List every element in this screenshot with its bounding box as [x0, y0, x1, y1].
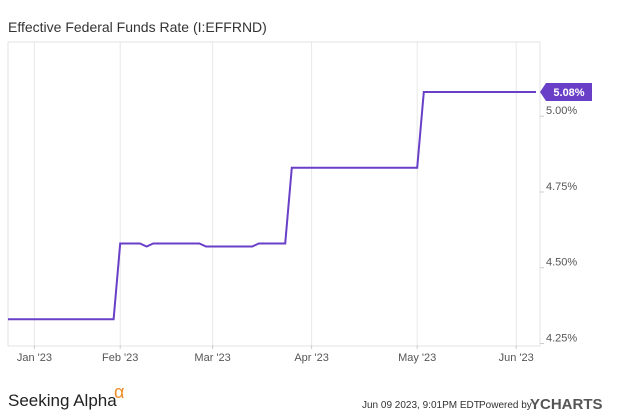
y-tick-label: 4.75% — [546, 181, 577, 193]
timestamp: Jun 09 2023, 9:01PM EDT. — [362, 400, 482, 411]
y-tick-label: 5.00% — [546, 105, 577, 117]
x-tick-label: Mar '23 — [194, 352, 230, 364]
chart-title: Effective Federal Funds Rate (I:EFFRND) — [8, 19, 267, 35]
value-label-box — [540, 82, 592, 101]
x-tick-label: May '23 — [398, 352, 436, 364]
x-tick-label: Apr '23 — [294, 352, 329, 364]
y-tick-label: 4.25% — [546, 332, 577, 344]
powered-by: Powered by — [479, 400, 532, 411]
value-label: 5.08% — [553, 87, 584, 99]
footer-symbol: α — [114, 382, 124, 402]
x-tick-label: Jan '23 — [17, 352, 52, 364]
x-tick-label: Feb '23 — [102, 352, 138, 364]
line-series — [8, 91, 536, 321]
y-tick-label: 4.50% — [546, 257, 577, 269]
footer-brand: Seeking Alpha — [8, 391, 117, 410]
plot-frame — [7, 41, 541, 347]
provider: YCHARTS — [530, 396, 603, 413]
x-tick-label: Jun '23 — [499, 352, 534, 364]
